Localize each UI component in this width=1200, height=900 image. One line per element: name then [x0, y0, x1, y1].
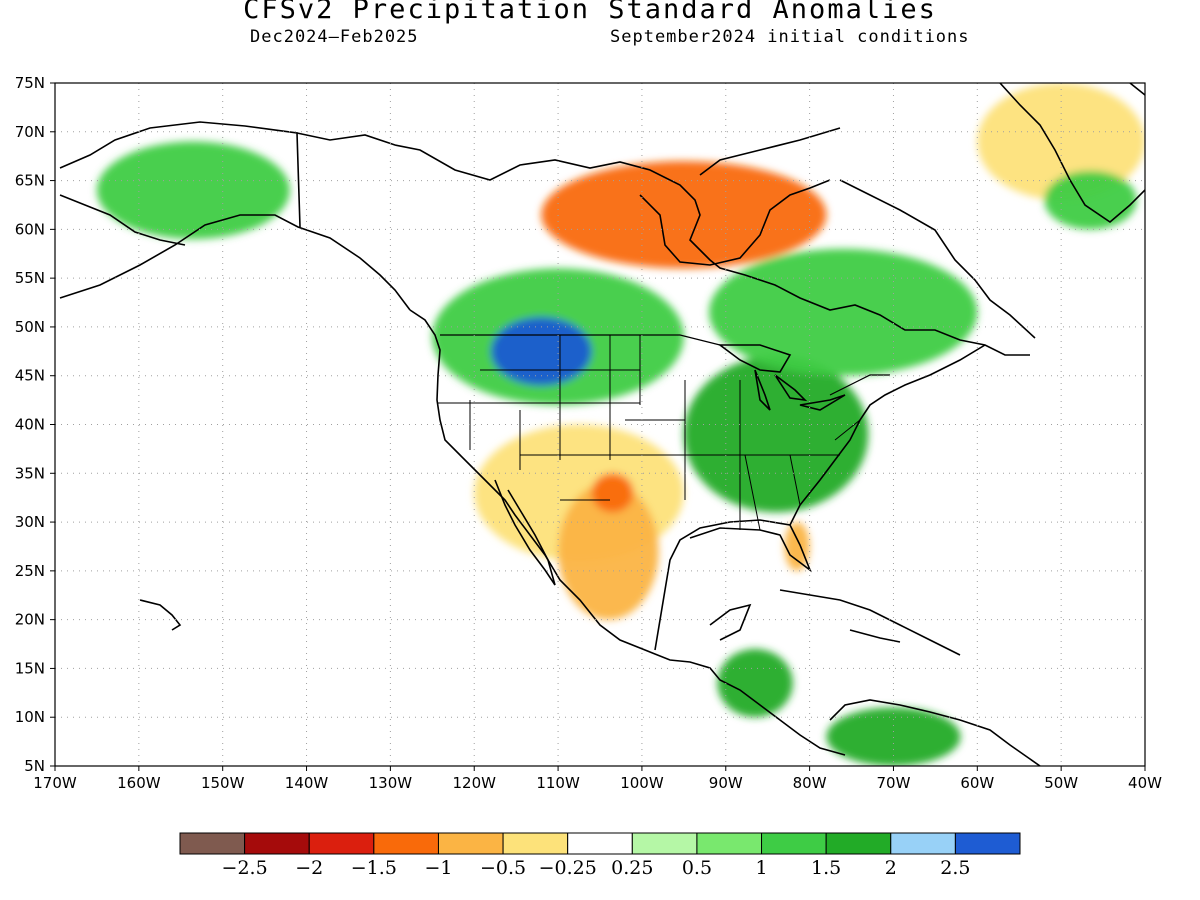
anomaly-greenland-wet — [1044, 170, 1137, 230]
lat-tick-label: 10N — [15, 708, 45, 726]
colorbar-label: −0.25 — [539, 857, 597, 879]
colorbar-label: −2.5 — [222, 857, 268, 879]
arctic-coastline — [296, 132, 1030, 356]
anomaly-new-mexico-dry — [591, 473, 634, 513]
alaska-coastline — [59, 121, 411, 311]
lon-tick-label: 160W — [117, 774, 161, 792]
hudson-bay-coastline — [639, 127, 841, 266]
greenland-coastline — [999, 83, 1145, 224]
lat-tick-label: 50N — [15, 318, 45, 336]
south-america-coastline — [829, 699, 1041, 766]
forecast-period: Dec2024—Feb2025 — [250, 27, 419, 47]
initial-conditions-label: September2024 initial conditions — [610, 27, 970, 47]
colorbar-label: −1 — [424, 857, 452, 879]
lat-tick-label: 40N — [15, 416, 45, 434]
lon-tick-label: 140W — [285, 774, 329, 792]
axes: 75N 70N 65N 60N 55N 50N 45N 40N 35N 30N 25N 20N 15N 1… — [15, 74, 1162, 792]
colorbar-swatch — [179, 832, 246, 855]
lat-tick-label: 70N — [15, 123, 45, 141]
lon-tick-label: 40W — [1128, 774, 1162, 792]
anomaly-canada-east-wet — [709, 248, 978, 376]
lon-tick-label: 130W — [369, 774, 413, 792]
anomaly-montana-wet — [491, 317, 592, 386]
atlantic-coastline — [789, 344, 986, 526]
lon-tick-label: 90W — [709, 774, 743, 792]
lat-tick-label: 15N — [15, 659, 45, 677]
lon-tick-label: 110W — [536, 774, 580, 792]
colorbar-swatch — [308, 832, 375, 855]
lat-tick-label: 20N — [15, 611, 45, 629]
anomaly-ohio-valley-wet — [683, 356, 869, 513]
colorbar-swatch — [502, 832, 569, 855]
colorbar-swatch — [954, 832, 1021, 855]
anomaly-greenland-dry — [977, 83, 1145, 201]
lat-tick-label: 30N — [15, 513, 45, 531]
labrador-coastline — [839, 179, 1036, 339]
colorbar-label: 0.25 — [611, 857, 653, 879]
pacific-coastline — [409, 309, 846, 756]
anomaly-alaska-wet — [96, 141, 290, 240]
colorbar-label: −2 — [295, 857, 323, 879]
colorbar-swatch — [825, 832, 892, 855]
great-lakes — [717, 344, 846, 411]
lon-tick-label: 70W — [877, 774, 911, 792]
anomaly-texas-mexico-dry — [558, 483, 659, 620]
us-canada-border — [440, 334, 890, 396]
lon-tick-label: 150W — [201, 774, 245, 792]
colorbar: −2.5 −2 −1.5 −1 −0.5 −0.25 0.25 0.5 1 1.5 2 2.5 — [179, 832, 1021, 879]
colorbar-label: −0.5 — [480, 857, 526, 879]
lon-tick-label: 80W — [793, 774, 827, 792]
colorbar-label: −1.5 — [351, 857, 397, 879]
colorbar-swatch — [244, 832, 310, 855]
colorbar-swatch — [761, 832, 827, 855]
map-title: CFSv2 Precipitation Standard Anomalies — [243, 0, 937, 25]
coastlines — [59, 83, 1145, 766]
lon-tick-label: 120W — [452, 774, 496, 792]
anomaly-central-america-wet — [717, 648, 793, 718]
baja-coastline — [494, 479, 556, 586]
colorbar-label: 0.5 — [682, 857, 712, 879]
lat-tick-label: 60N — [15, 220, 45, 238]
colorbar-label: 1 — [755, 857, 767, 879]
caribbean-islands — [779, 589, 961, 656]
colorbar-label: 2.5 — [940, 857, 970, 879]
colorbar-swatch — [437, 832, 504, 855]
lon-tick-label: 100W — [620, 774, 664, 792]
anomaly-colombia-wet — [826, 707, 961, 766]
lat-tick-label: 35N — [15, 464, 45, 482]
lat-tick-label: 65N — [15, 172, 45, 190]
lat-tick-label: 75N — [15, 74, 45, 92]
colorbar-label: 1.5 — [811, 857, 841, 879]
anomaly-hudson-bay-dry — [541, 161, 827, 269]
colorbar-swatch — [631, 832, 698, 855]
lat-tick-label: 55N — [15, 269, 45, 287]
colorbar-swatch — [567, 832, 633, 855]
colorbar-swatch — [890, 832, 956, 855]
lon-tick-label: 50W — [1044, 774, 1078, 792]
hawaii-islands — [139, 599, 182, 631]
anomaly-shading — [96, 83, 1145, 766]
lon-tick-label: 60W — [960, 774, 994, 792]
colorbar-label: 2 — [885, 857, 897, 879]
lat-tick-label: 5N — [24, 757, 45, 775]
colorbar-swatch — [696, 832, 763, 855]
lon-tick-label: 170W — [33, 774, 77, 792]
lat-tick-label: 25N — [15, 562, 45, 580]
colorbar-swatch — [373, 832, 439, 855]
anomaly-florida-dry — [784, 522, 810, 571]
lat-tick-label: 45N — [15, 367, 45, 385]
